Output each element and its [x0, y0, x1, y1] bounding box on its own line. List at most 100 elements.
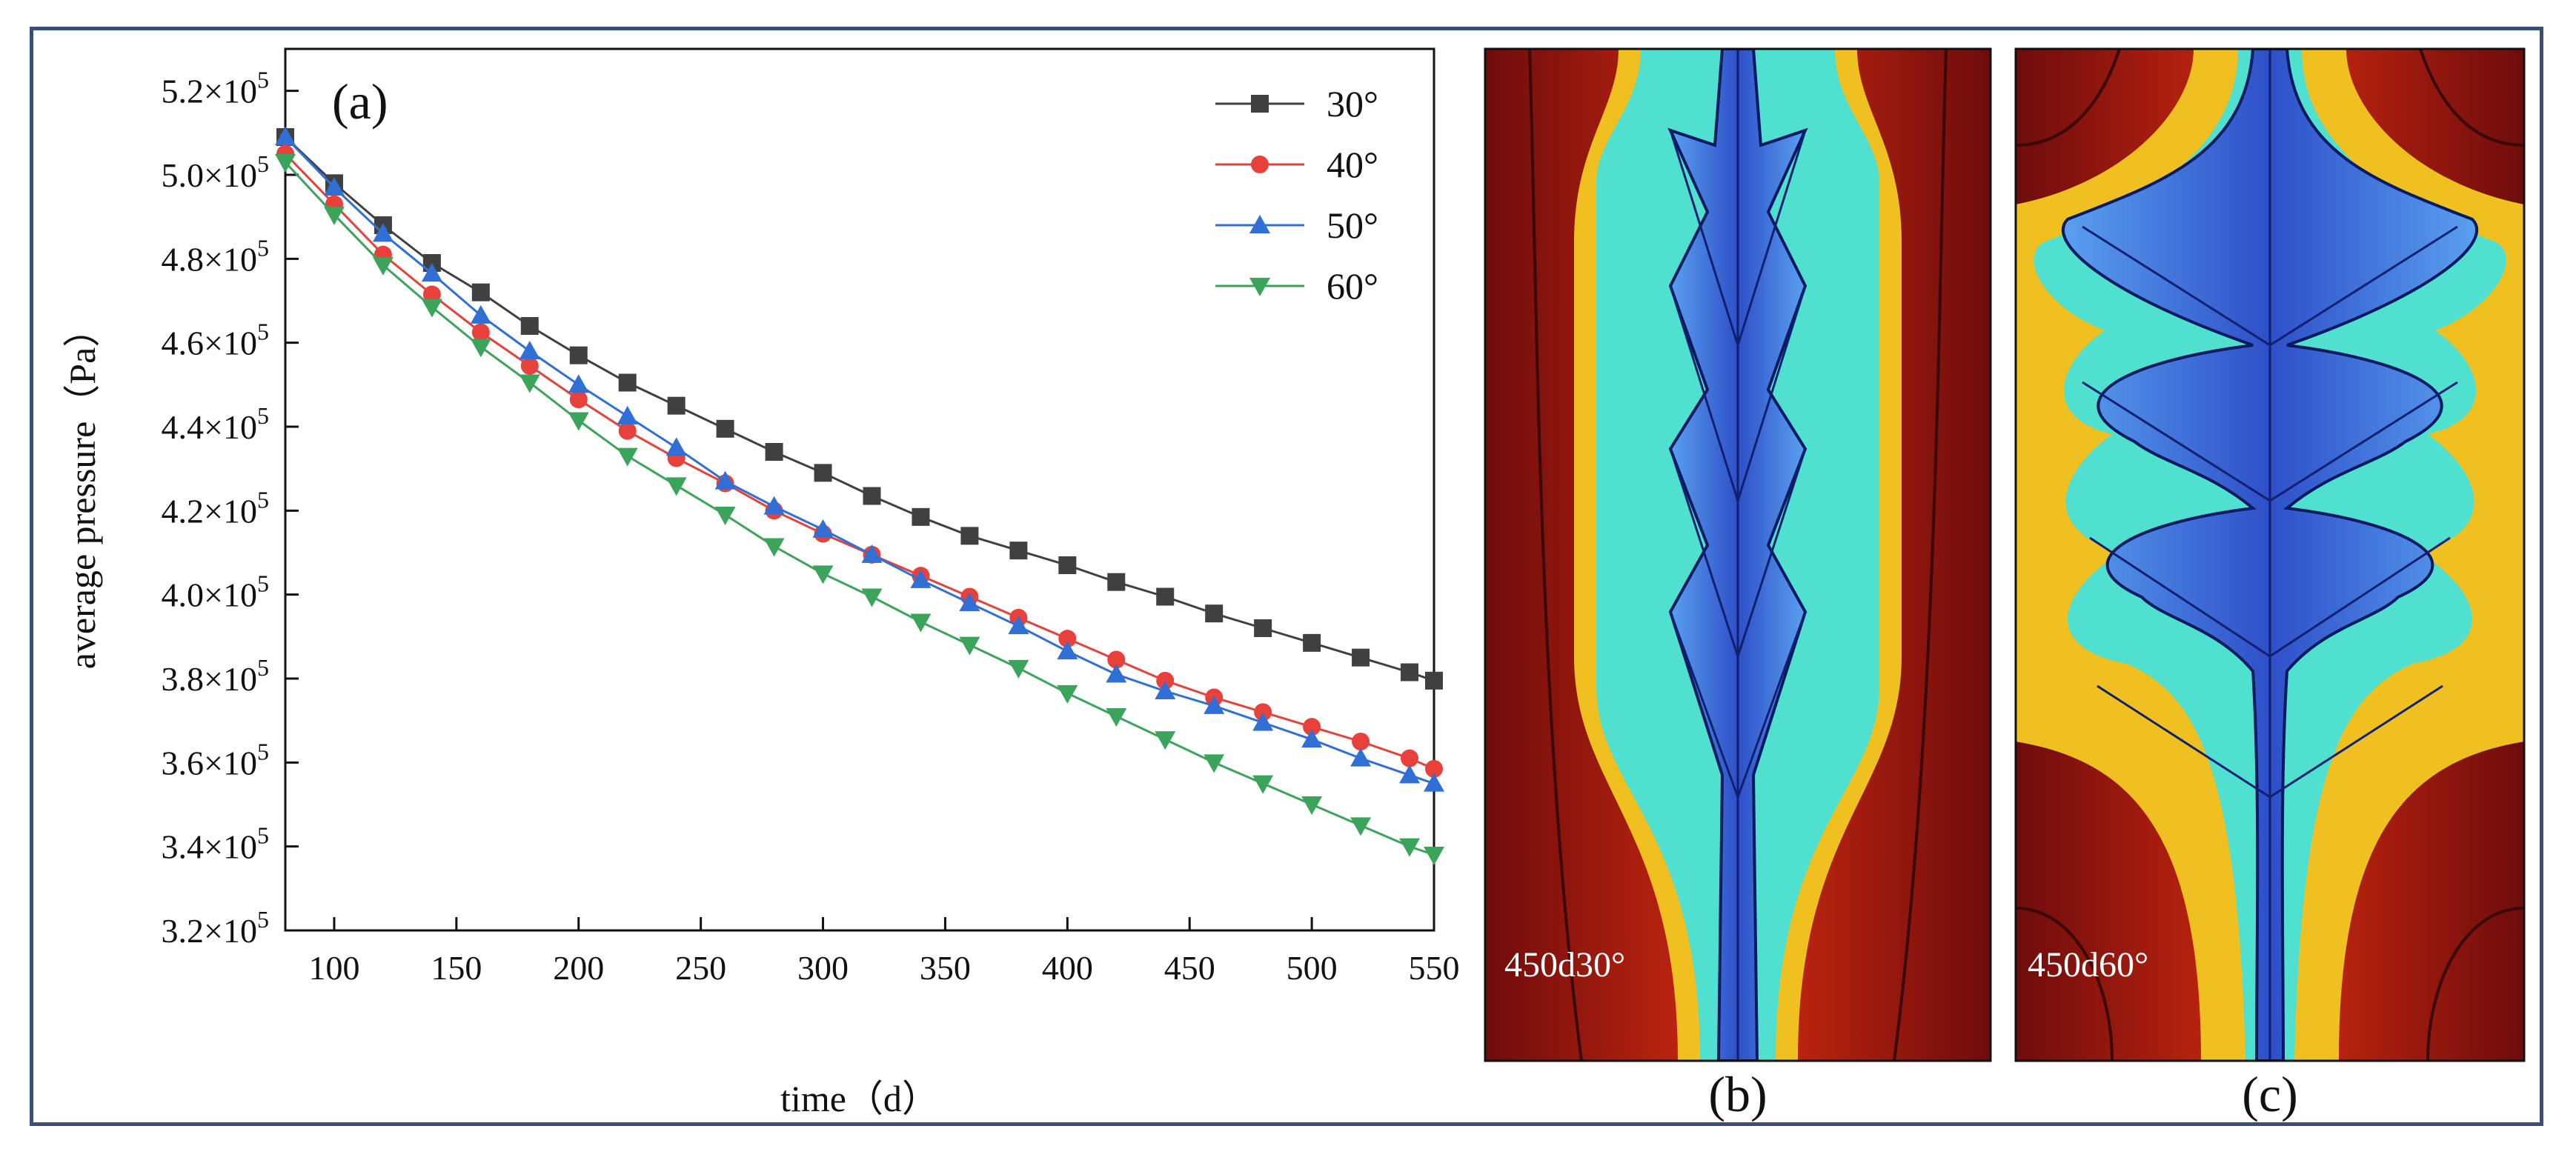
data-point: [618, 422, 637, 440]
data-point: [1425, 671, 1443, 690]
data-point: [519, 374, 540, 393]
y-tick-label: 3.8×105: [162, 654, 269, 698]
panel-a-line-chart: 3.2×105 3.4×105 3.6×105 3.8×105 4.0×105 4.2×1…: [62, 47, 1460, 1119]
x-tick-label: 300: [797, 949, 849, 987]
data-point: [910, 569, 932, 588]
y-tick-label: 4.6×105: [162, 319, 269, 362]
data-point: [959, 636, 980, 656]
plot-area: [284, 47, 1435, 932]
heatmap-c-frame: [2014, 47, 2526, 1062]
data-point: [763, 496, 785, 515]
data-point: [1156, 587, 1175, 606]
y-tick-label: 5.0×105: [162, 150, 269, 194]
data-point: [1350, 747, 1372, 767]
legend-marker: [1249, 278, 1270, 296]
x-tick-label: 350: [920, 949, 971, 987]
data-point: [1204, 754, 1225, 773]
data-point: [1155, 731, 1176, 750]
data-point: [1254, 703, 1272, 722]
data-point: [1057, 641, 1078, 660]
data-point: [1401, 663, 1419, 682]
data-point: [471, 323, 490, 342]
data-point: [1254, 619, 1272, 637]
data-point: [861, 544, 883, 563]
legend-marker: [1249, 215, 1270, 233]
y-tick-label: 3.4×105: [162, 822, 269, 866]
data-point: [470, 304, 491, 324]
x-tick-label: 550: [1409, 949, 1460, 987]
data-point: [372, 256, 394, 276]
series-1: [276, 128, 1443, 690]
x-axis-title: time（d）: [780, 1078, 939, 1119]
y-tick-labels: 3.2×105 3.4×105 3.6×105 3.8×105 4.0×105 4.2×1…: [162, 67, 269, 950]
data-point: [1303, 633, 1321, 652]
series-4: [275, 154, 1444, 865]
data-point: [1301, 729, 1323, 748]
data-point: [716, 419, 734, 438]
contour-dark-top-left: [2016, 49, 2121, 147]
legend-marker: [1251, 95, 1269, 113]
data-point: [1204, 695, 1225, 714]
panel-label-c: (c): [2242, 1066, 2297, 1122]
data-point: [568, 412, 589, 431]
data-point: [471, 283, 490, 302]
data-point: [1252, 775, 1274, 794]
data-point: [372, 223, 394, 242]
y-tick-label: 5.2×105: [162, 67, 269, 110]
data-point: [617, 447, 638, 467]
data-point: [618, 373, 637, 392]
x-tick-label: 450: [1164, 949, 1215, 987]
data-point: [1399, 764, 1421, 784]
axis-ticks: [285, 90, 1435, 932]
data-point: [812, 519, 834, 538]
y-tick-label: 3.2×105: [162, 906, 269, 950]
data-point: [1301, 796, 1323, 815]
data-point: [1303, 718, 1321, 736]
annotation-b: 450d30°: [1504, 945, 1625, 985]
figure-frame: [30, 27, 2543, 1126]
x-tick-label: 200: [553, 949, 604, 987]
data-point: [763, 538, 785, 557]
x-tick-label: 400: [1042, 949, 1093, 987]
data-point: [569, 346, 588, 364]
data-point: [665, 477, 687, 496]
x-tick-label: 100: [308, 949, 359, 987]
panel-label-a: (a): [332, 73, 388, 130]
data-point: [665, 437, 687, 456]
data-point: [1106, 708, 1127, 727]
x-tick-label: 150: [431, 949, 482, 987]
data-point: [863, 487, 881, 505]
heatmap-b-frame: [1484, 47, 1992, 1062]
data-point: [275, 127, 296, 145]
y-tick-label: 3.6×105: [162, 738, 269, 782]
data-point: [1425, 759, 1443, 778]
annotation-c: 450d60°: [2028, 945, 2148, 985]
data-point: [667, 396, 686, 415]
y-tick-label: 4.0×105: [162, 570, 269, 614]
data-point: [323, 177, 345, 196]
panel-b-heatmap: 450d30° (b): [1484, 47, 1992, 1122]
branch-fractures: [1669, 130, 1807, 801]
data-point: [1155, 681, 1176, 699]
data-point: [1205, 604, 1224, 623]
data-point: [568, 374, 589, 393]
data-point: [1156, 671, 1175, 690]
data-point: [520, 356, 539, 375]
heatmap-c: [2016, 49, 2524, 1061]
data-point: [714, 507, 736, 525]
legend-label: 60°: [1327, 265, 1378, 307]
data-point: [1058, 556, 1077, 574]
data-point: [519, 341, 540, 359]
contour-dark-bottom-right: [2426, 907, 2524, 1061]
y-tick-label: 4.2×105: [162, 486, 269, 530]
data-point: [1352, 733, 1370, 750]
y-axis-title: average pressure（Pa）: [62, 310, 103, 670]
contour-dark-bottom-left: [2016, 907, 2114, 1061]
series-layer: [275, 127, 1444, 865]
contour-dark-left: [1528, 49, 1583, 1061]
data-point: [912, 507, 930, 526]
data-point: [569, 390, 588, 409]
data-point: [1107, 573, 1126, 591]
data-point: [1401, 749, 1419, 767]
